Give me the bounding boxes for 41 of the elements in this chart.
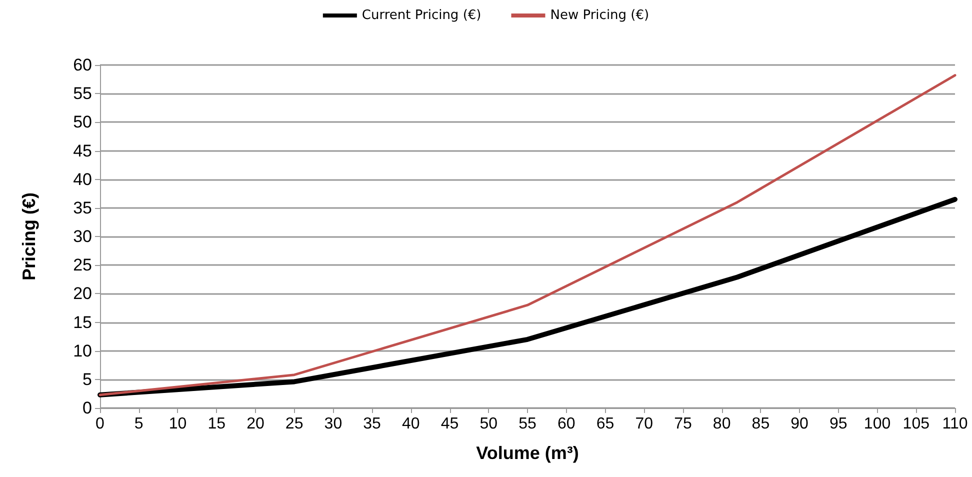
x-tick-label: 80 [712, 416, 731, 432]
y-tick-label: 20 [73, 284, 92, 304]
y-tick-label: 40 [73, 170, 92, 189]
y-tick-label: 45 [73, 141, 92, 160]
x-tick-label: 95 [830, 416, 848, 432]
legend-label: New Pricing (€) [550, 8, 650, 23]
x-tick-label: 40 [402, 416, 420, 432]
y-tick-label: 15 [73, 312, 92, 332]
y-tick-label: 5 [82, 370, 92, 389]
y-tick-label: 25 [73, 256, 92, 275]
x-tick-label: 105 [902, 416, 930, 432]
x-tick-label: 100 [864, 416, 891, 432]
y-tick-label: 55 [73, 84, 92, 104]
x-tick-label: 85 [752, 416, 770, 432]
x-tick-label: 20 [246, 416, 264, 432]
x-tick-label: 70 [635, 416, 654, 432]
x-tick-label: 30 [324, 416, 342, 432]
x-tick-label: 45 [440, 416, 459, 432]
x-tick-label: 60 [557, 416, 576, 432]
x-axis-title: Volume (m³) [476, 443, 579, 463]
y-tick-label: 60 [73, 56, 92, 74]
x-tick-label: 55 [518, 416, 536, 432]
y-axis-title: Pricing (€) [19, 192, 39, 281]
x-tick-label: 25 [285, 416, 304, 432]
x-tick-label: 110 [942, 416, 968, 432]
x-tick-label: 15 [208, 416, 226, 432]
x-tick-label: 75 [674, 416, 692, 432]
y-tick-label: 0 [82, 398, 92, 418]
line-series [98, 74, 956, 396]
x-tick-label: 35 [363, 416, 382, 432]
y-tick-label: 30 [73, 227, 92, 246]
y-tick-label: 35 [73, 198, 92, 218]
y-tick-label: 10 [73, 341, 92, 360]
x-tick-label: 10 [168, 416, 187, 432]
x-tick-label: 5 [134, 416, 144, 432]
x-tick-label: 50 [480, 416, 498, 432]
x-tick-label: 90 [790, 416, 809, 432]
y-tick-label: 50 [73, 112, 92, 132]
legend-label: Current Pricing (€) [362, 8, 482, 23]
x-tick-label: 65 [596, 416, 614, 432]
x-tick-label: 0 [96, 416, 105, 432]
